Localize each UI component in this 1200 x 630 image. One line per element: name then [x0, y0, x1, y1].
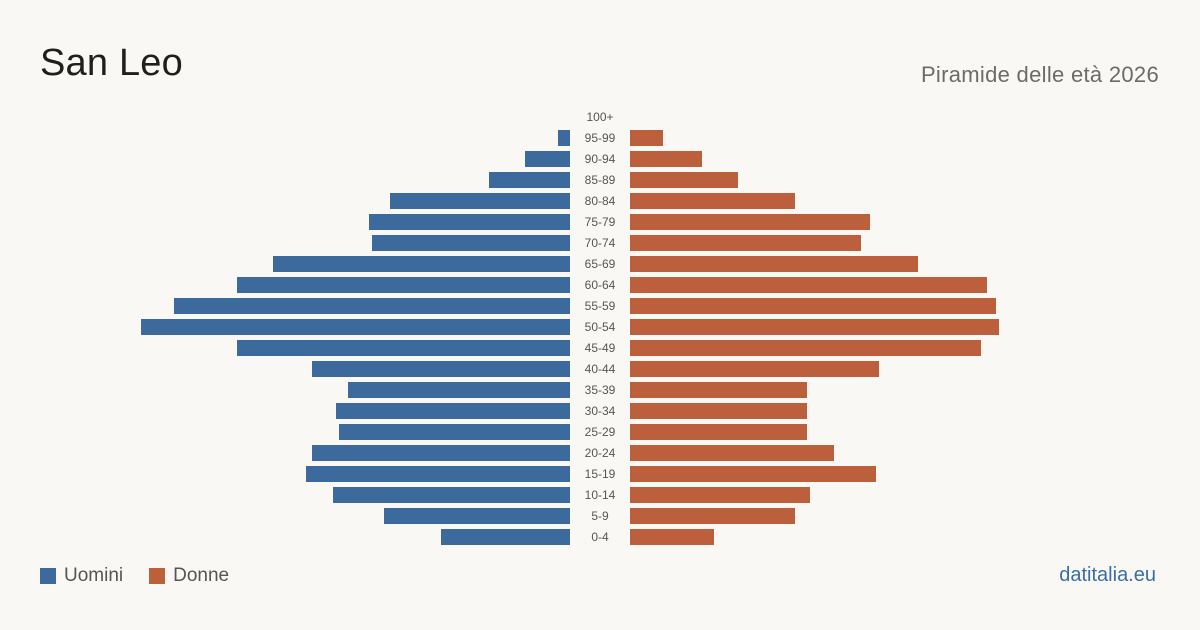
age-label-75-79: 75-79 [585, 215, 616, 229]
bar-women-20-24[interactable] [630, 445, 834, 461]
bar-women-45-49[interactable] [630, 340, 981, 356]
bar-men-60-64[interactable] [237, 277, 570, 293]
bar-women-50-54[interactable] [630, 319, 999, 335]
bar-men-10-14[interactable] [333, 487, 570, 503]
bar-women-30-34[interactable] [630, 403, 807, 419]
bar-men-5-9[interactable] [384, 508, 570, 524]
age-label-5-9: 5-9 [591, 509, 609, 523]
legend-swatch-men [40, 568, 56, 584]
chart-title: San Leo [40, 42, 183, 84]
bar-women-40-44[interactable] [630, 361, 879, 377]
bar-men-55-59[interactable] [174, 298, 570, 314]
chart-subtitle: Piramide delle età 2026 [920, 62, 1159, 87]
age-label-100+: 100+ [586, 110, 613, 124]
age-label-90-94: 90-94 [585, 152, 616, 166]
bar-women-60-64[interactable] [630, 277, 987, 293]
bar-men-65-69[interactable] [273, 256, 570, 272]
bar-men-15-19[interactable] [306, 466, 570, 482]
bar-men-35-39[interactable] [348, 382, 570, 398]
bar-women-35-39[interactable] [630, 382, 807, 398]
bar-women-25-29[interactable] [630, 424, 807, 440]
age-label-40-44: 40-44 [585, 362, 616, 376]
age-label-95-99: 95-99 [585, 131, 616, 145]
age-label-35-39: 35-39 [585, 383, 616, 397]
age-label-50-54: 50-54 [585, 320, 616, 334]
legend-item-women: Donne [149, 565, 229, 587]
age-label-60-64: 60-64 [585, 278, 616, 292]
age-label-25-29: 25-29 [585, 425, 616, 439]
age-label-85-89: 85-89 [585, 173, 616, 187]
bar-women-65-69[interactable] [630, 256, 918, 272]
bar-women-5-9[interactable] [630, 508, 795, 524]
bar-women-70-74[interactable] [630, 235, 861, 251]
bar-women-0-4[interactable] [630, 529, 714, 545]
bar-men-90-94[interactable] [525, 151, 570, 167]
bar-men-45-49[interactable] [237, 340, 570, 356]
legend: Uomini Donne [40, 565, 255, 587]
bar-women-85-89[interactable] [630, 172, 738, 188]
bar-women-15-19[interactable] [630, 466, 876, 482]
legend-item-men: Uomini [40, 565, 123, 587]
age-label-15-19: 15-19 [585, 467, 616, 481]
bar-women-95-99[interactable] [630, 130, 663, 146]
legend-swatch-women [149, 568, 166, 584]
age-label-20-24: 20-24 [585, 446, 616, 460]
bar-men-80-84[interactable] [390, 193, 570, 209]
age-label-55-59: 55-59 [585, 299, 616, 313]
bar-men-50-54[interactable] [141, 319, 570, 335]
bar-women-80-84[interactable] [630, 193, 795, 209]
bar-women-55-59[interactable] [630, 298, 996, 314]
age-label-70-74: 70-74 [585, 236, 616, 250]
bar-men-85-89[interactable] [489, 172, 570, 188]
legend-label-men: Uomini [64, 565, 124, 586]
bar-men-75-79[interactable] [369, 214, 570, 230]
age-label-65-69: 65-69 [585, 257, 616, 271]
bar-men-0-4[interactable] [441, 529, 570, 545]
source-link[interactable]: datitalia.eu [1059, 564, 1156, 586]
age-label-30-34: 30-34 [585, 404, 616, 418]
age-label-0-4: 0-4 [591, 530, 609, 544]
bar-men-70-74[interactable] [372, 235, 570, 251]
bar-women-75-79[interactable] [630, 214, 870, 230]
bar-men-25-29[interactable] [339, 424, 570, 440]
age-label-80-84: 80-84 [585, 194, 616, 208]
age-label-45-49: 45-49 [585, 341, 616, 355]
bar-women-10-14[interactable] [630, 487, 810, 503]
age-label-10-14: 10-14 [585, 488, 616, 502]
bar-men-30-34[interactable] [336, 403, 570, 419]
bar-men-95-99[interactable] [558, 130, 570, 146]
bar-men-20-24[interactable] [312, 445, 570, 461]
legend-label-women: Donne [173, 565, 230, 586]
bar-men-40-44[interactable] [312, 361, 570, 377]
bar-women-90-94[interactable] [630, 151, 702, 167]
